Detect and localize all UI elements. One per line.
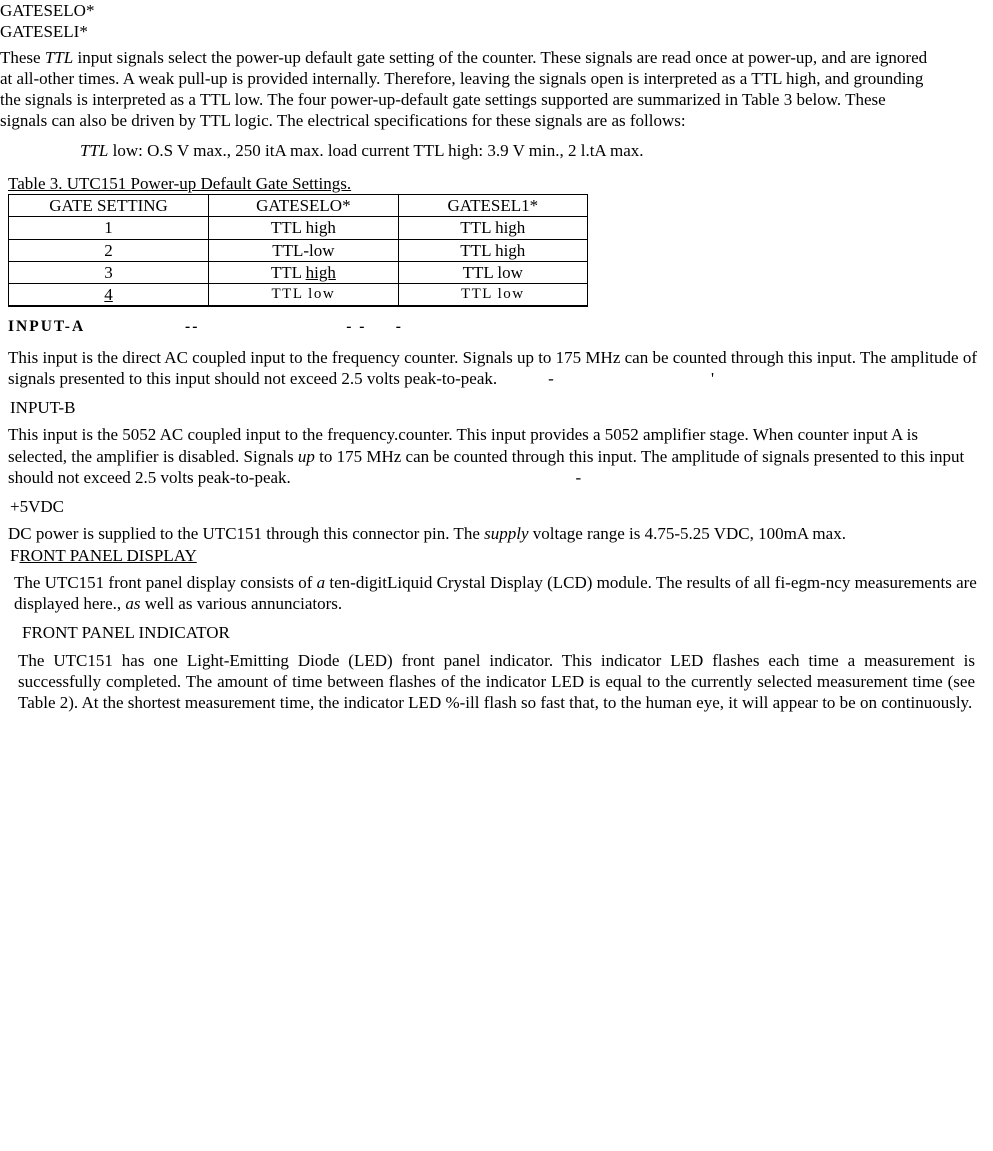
a-italic: a bbox=[317, 573, 326, 592]
up-italic: up bbox=[298, 447, 315, 466]
col-gateselo: GATESELO* bbox=[209, 195, 399, 217]
gatesel-description: These TTL input signals select the power… bbox=[0, 47, 993, 132]
text-fragment: input signals select the power-up defaul… bbox=[0, 48, 927, 131]
cell: 1 bbox=[9, 217, 209, 239]
underline-high: high bbox=[306, 263, 336, 282]
gate-settings-table: GATE SETTING GATESELO* GATESEL1* 1 TTL h… bbox=[8, 194, 588, 307]
front-panel-indicator-heading: FRONT PANEL INDICATOR bbox=[22, 622, 993, 643]
cell: 3 bbox=[9, 261, 209, 283]
text-fragment: well as various annunciators. bbox=[141, 594, 343, 613]
text-fragment: through this connector pin. The bbox=[262, 524, 484, 543]
front-panel-display-heading: FRONT PANEL DISPLAY bbox=[10, 545, 993, 566]
table-header-row: GATE SETTING GATESELO* GATESEL1* bbox=[9, 195, 588, 217]
col-gate-setting: GATE SETTING bbox=[9, 195, 209, 217]
cell: TTL high bbox=[209, 261, 399, 283]
input-b-description: This input is the 5052 AC coupled input … bbox=[8, 424, 985, 488]
input-a-heading: INPUT-A -- - - - bbox=[8, 317, 993, 336]
cell: TTL low bbox=[398, 261, 587, 283]
text-fragment: voltage range is 4.75-5.25 VDC, 100mA ma… bbox=[529, 524, 846, 543]
input-b-heading: INPUT-B bbox=[10, 397, 993, 418]
ttl-italic: TTL bbox=[80, 141, 108, 160]
text-fragment: low: O.S V max., 250 itA max. load curre… bbox=[108, 141, 643, 160]
front-panel-indicator-description: The UTC151 has one Light-Emitting Diode … bbox=[0, 650, 993, 714]
text-fragment: DC power is supplied to the UTC151 bbox=[8, 524, 262, 543]
text-fragment: The UTC151 front panel display consists … bbox=[14, 573, 317, 592]
col-gatesel1: GATESEL1* bbox=[398, 195, 587, 217]
signal-gateselo: GATESELO* bbox=[0, 0, 993, 21]
table-row: 4 TTL low TTL low bbox=[9, 284, 588, 307]
cell: TTL-low bbox=[209, 239, 399, 261]
cell: TTL low bbox=[209, 284, 399, 307]
cell: 4 bbox=[9, 284, 209, 307]
ttl-spec-block: TTL low: O.S V max., 250 itA max. load c… bbox=[80, 140, 993, 161]
table-3-caption: Table 3. UTC151 Power-up Default Gate Se… bbox=[8, 173, 993, 194]
table-row: 2 TTL-low TTL high bbox=[9, 239, 588, 261]
signal-name-block: GATESELO* GATESELI* bbox=[0, 0, 993, 43]
underline-heading: RONT PANEL DISPLAY bbox=[19, 546, 196, 565]
cell: TTL high bbox=[209, 217, 399, 239]
cell: TTL high bbox=[398, 239, 587, 261]
supply-italic: supply bbox=[484, 524, 528, 543]
document-page: GATESELO* GATESELI* These TTL input sign… bbox=[0, 0, 993, 741]
plus5vdc-description: DC power is supplied to the UTC151 throu… bbox=[8, 523, 985, 544]
cell: 2 bbox=[9, 239, 209, 261]
as-italic: as bbox=[125, 594, 140, 613]
table-row: 1 TTL high TTL high bbox=[9, 217, 588, 239]
text-fragment: These bbox=[0, 48, 45, 67]
front-panel-display-description: The UTC151 front panel display consists … bbox=[14, 572, 985, 615]
table-row: 3 TTL high TTL low bbox=[9, 261, 588, 283]
plus5vdc-heading: +5VDC bbox=[10, 496, 993, 517]
signal-gateseli: GATESELI* bbox=[0, 21, 993, 42]
cell: TTL low bbox=[398, 284, 587, 307]
ttl-italic: TTL bbox=[45, 48, 73, 67]
cell: TTL high bbox=[398, 217, 587, 239]
text-fragment: TTL bbox=[271, 263, 306, 282]
input-a-description: This input is the direct AC coupled inpu… bbox=[8, 347, 985, 390]
